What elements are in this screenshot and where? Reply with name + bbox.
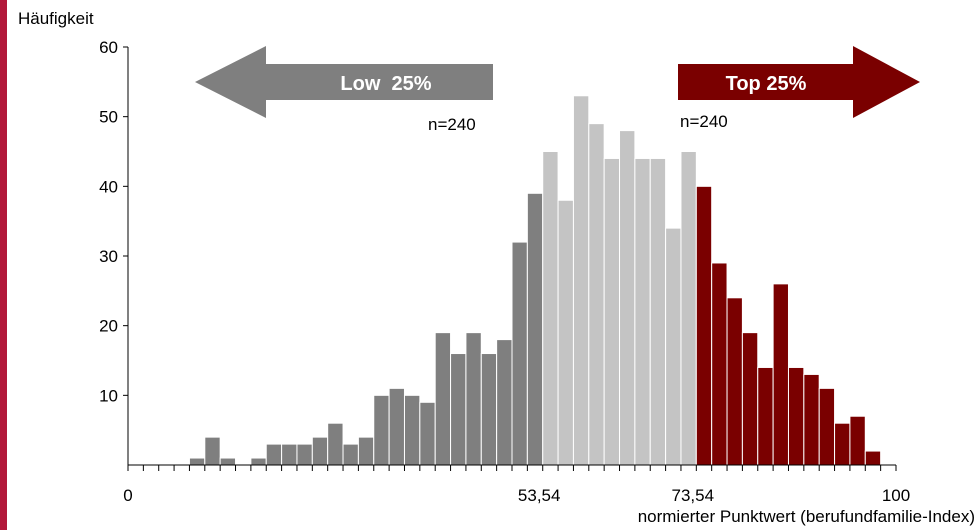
- bars-group: [188, 95, 882, 466]
- histogram-bar: [588, 123, 605, 466]
- top-arrow-label: Top 25%: [726, 73, 807, 95]
- y-tick-label: 50: [99, 108, 118, 127]
- histogram-bar: [680, 151, 697, 466]
- y-tick-label: 60: [99, 38, 118, 57]
- histogram-bar: [373, 394, 390, 466]
- histogram-bar: [542, 151, 559, 466]
- low-n-label: n=240: [428, 115, 476, 134]
- histogram-bar: [603, 157, 621, 466]
- histogram-bar: [250, 457, 267, 466]
- accent-bar: [0, 0, 7, 530]
- top-n-label: n=240: [680, 112, 728, 131]
- y-tick-label: 10: [99, 386, 118, 405]
- y-tick-label: 20: [99, 317, 118, 336]
- x-tick-label: 100: [882, 486, 910, 505]
- histogram-bar: [864, 450, 882, 466]
- histogram-bar: [849, 415, 866, 466]
- histogram-bar: [204, 436, 221, 466]
- top-arrow: [678, 46, 920, 118]
- histogram-bar: [572, 95, 590, 466]
- axes-group: 10 20 30 40 50 60 0 53,54 73,54 100: [99, 38, 910, 505]
- histogram-bar: [327, 422, 344, 466]
- histogram-bar: [357, 436, 375, 466]
- histogram-bar: [757, 366, 774, 466]
- histogram-bar: [818, 387, 836, 466]
- histogram-bar: [265, 443, 283, 466]
- histogram-bar: [480, 353, 498, 466]
- x-axis-label: normierter Punktwert (berufundfamilie-In…: [638, 507, 975, 526]
- histogram-bar: [726, 297, 743, 466]
- histogram-bar: [526, 192, 544, 466]
- histogram-bar: [557, 199, 574, 466]
- histogram-bar: [741, 332, 759, 466]
- histogram-bar: [695, 185, 713, 466]
- histogram-bar: [649, 157, 667, 466]
- histogram-bar: [434, 332, 452, 466]
- low-arrow: [195, 46, 493, 118]
- histogram-bar: [219, 457, 237, 466]
- x-tick-label: 53,54: [518, 486, 561, 505]
- histogram-bar: [188, 457, 206, 466]
- histogram-bar: [465, 332, 482, 466]
- histogram-bar: [787, 366, 805, 466]
- histogram-bar: [311, 436, 329, 466]
- histogram-bar: [281, 443, 298, 466]
- histogram-bar: [772, 283, 789, 466]
- histogram-bar: [634, 157, 651, 466]
- histogram-bar: [619, 130, 636, 466]
- histogram-bar: [803, 373, 820, 466]
- histogram-bar: [450, 353, 467, 466]
- histogram-bar: [665, 227, 682, 466]
- histogram-bar: [296, 443, 313, 466]
- histogram-bar: [711, 262, 728, 466]
- histogram-bar: [342, 443, 359, 466]
- y-axis-label: Häufigkeit: [18, 9, 94, 28]
- x-tick-label: 73,54: [672, 486, 715, 505]
- histogram-bar: [388, 387, 405, 466]
- histogram-bar: [511, 241, 528, 466]
- histogram-bar: [403, 394, 421, 466]
- y-tick-label: 40: [99, 177, 118, 196]
- histogram-bar: [496, 339, 513, 466]
- x-tick-label: 0: [123, 486, 132, 505]
- histogram-bar: [419, 401, 436, 466]
- low-arrow-label: Low 25%: [340, 73, 431, 95]
- y-tick-label: 30: [99, 247, 118, 266]
- histogram-bar: [834, 422, 851, 466]
